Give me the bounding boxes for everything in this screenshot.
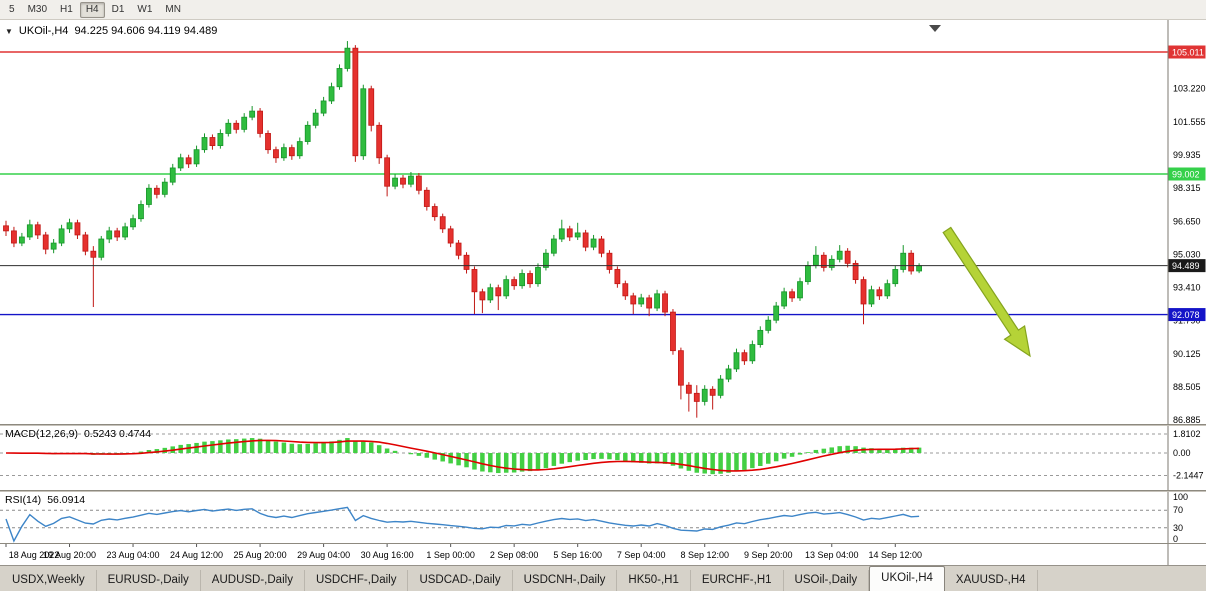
svg-text:101.555: 101.555 [1173,117,1206,127]
chart-tab-usoil-daily[interactable]: USOil-,Daily [784,570,870,591]
macd-label: MACD(12,26,9) 0.5243 0.4744 [5,428,151,440]
chart-tab-eurusd-daily[interactable]: EURUSD-,Daily [97,570,201,591]
chart-shift-marker-icon[interactable] [929,25,941,32]
svg-text:30 Aug 16:00: 30 Aug 16:00 [361,550,414,560]
macd-signal-line [5,439,920,472]
chart-tab-ukoil-h4[interactable]: UKOil-,H4 [869,566,945,591]
chart-symbol-period: UKOil-,H4 [18,25,69,37]
svg-text:86.885: 86.885 [1173,415,1201,424]
svg-text:94.489: 94.489 [1172,261,1200,271]
svg-text:2 Sep 08:00: 2 Sep 08:00 [490,550,539,560]
chart-tab-audusd-daily[interactable]: AUDUSD-,Daily [201,570,305,591]
rsi-canvas[interactable]: 100 70 300 [0,492,1206,543]
macd-histogram [11,438,922,475]
timeframe-button-h1[interactable]: H1 [60,3,73,15]
macd-indicator-values: 0.5243 0.4744 [83,428,152,440]
svg-text:23 Aug 04:00: 23 Aug 04:00 [107,550,160,560]
svg-text:9 Sep 20:00: 9 Sep 20:00 [744,550,793,560]
chart-tab-usdchf-daily[interactable]: USDCHF-,Daily [305,570,409,591]
svg-text:92.078: 92.078 [1172,310,1200,320]
svg-text:96.650: 96.650 [1173,217,1201,227]
panel-splitter[interactable] [0,424,1206,426]
svg-text:95.030: 95.030 [1173,250,1201,260]
chart-tab-usdx-weekly[interactable]: USDX,Weekly [1,570,97,591]
price-axis-ticks[interactable]: 103.220 101.555 99.935 98.315 96.650 95.030 93… [1173,83,1206,424]
chart-tab-bar: USDX,Weekly EURUSD-,Daily AUDUSD-,Daily USD… [0,565,1206,591]
timeframe-toolbar: 5 M30 H1 H4 D1 W1 MN [0,0,1206,20]
svg-text:0: 0 [1173,534,1178,543]
svg-text:30: 30 [1173,523,1183,533]
svg-text:99.935: 99.935 [1173,150,1201,160]
svg-text:93.410: 93.410 [1173,283,1201,293]
panel-splitter[interactable] [0,490,1206,492]
rsi-panel[interactable]: RSI(14) 56.0914 100 70 30 0 [0,492,1206,543]
svg-text:98.315: 98.315 [1173,183,1201,193]
svg-text:100: 100 [1173,492,1188,502]
svg-text:105.011: 105.011 [1172,48,1204,58]
chart-tab-usdcad-daily[interactable]: USDCAD-,Daily [408,570,513,591]
svg-text:14 Sep 12:00: 14 Sep 12:00 [868,550,922,560]
timeframe-button-d1[interactable]: D1 [111,3,125,15]
svg-text:19 Aug 20:00: 19 Aug 20:00 [43,550,96,560]
chart-tab-usdcnh-daily[interactable]: USDCNH-,Daily [513,570,618,591]
svg-text:7 Sep 04:00: 7 Sep 04:00 [617,550,666,560]
svg-text:-2.1447: -2.1447 [1173,471,1204,481]
macd-panel[interactable]: MACD(12,26,9) 0.5243 0.4744 1.8102 0.00 -2… [0,426,1206,490]
time-axis[interactable]: 18 Aug 2022 19 Aug 20:00 23 Aug 04:00 24 Au… [0,543,1206,565]
svg-text:70: 70 [1173,505,1183,515]
svg-text:5 Sep 16:00: 5 Sep 16:00 [553,550,602,560]
rsi-line [5,506,920,543]
svg-text:88.505: 88.505 [1173,382,1201,392]
down-trend-arrow-annotation[interactable] [942,226,1031,358]
svg-text:1 Sep 00:00: 1 Sep 00:00 [426,550,475,560]
candlesticks [3,41,922,418]
timeframe-button-5[interactable]: 5 [9,3,15,15]
svg-text:90.125: 90.125 [1173,349,1201,359]
chart-tab-eurchf-h1[interactable]: EURCHF-,H1 [691,570,784,591]
svg-text:29 Aug 04:00: 29 Aug 04:00 [297,550,350,560]
svg-text:99.002: 99.002 [1172,169,1200,179]
timeframe-button-m30[interactable]: M30 [27,3,48,15]
rsi-label: RSI(14) 56.0914 [5,494,85,506]
svg-text:25 Aug 20:00: 25 Aug 20:00 [234,550,287,560]
price-axis-badges: 105.011 99.002 92.078 94.489 [1168,45,1206,322]
svg-text:18 Aug 2022: 18 Aug 2022 [9,550,60,560]
chart-tab-hk50-h1[interactable]: HK50-,H1 [617,570,691,591]
macd-indicator-name: MACD(12,26,9) [5,428,78,440]
symbol-dropdown-icon[interactable]: ▼ [5,26,13,36]
main-chart-canvas[interactable]: 103.220 101.555 99.935 98.315 96.650 95.030 93… [0,20,1206,424]
rsi-indicator-value: 56.0914 [47,494,86,506]
chart-title: ▼ UKOil-,H4 94.225 94.606 94.119 94.489 [5,25,217,37]
svg-text:103.220: 103.220 [1173,83,1206,93]
main-chart-panel[interactable]: ▼ UKOil-,H4 94.225 94.606 94.119 94.489 … [0,20,1206,424]
timeframe-button-h4[interactable]: H4 [79,1,105,18]
svg-text:0.00: 0.00 [1173,448,1191,458]
horizontal-level-lines[interactable] [0,51,1168,316]
svg-text:24 Aug 12:00: 24 Aug 12:00 [170,550,223,560]
svg-text:13 Sep 04:00: 13 Sep 04:00 [805,550,859,560]
rsi-indicator-name: RSI(14) [5,494,42,506]
chart-tab-xauusd-h4[interactable]: XAUUSD-,H4 [945,570,1038,591]
macd-canvas[interactable]: 1.8102 0.00 -2.1447 [0,426,1206,490]
svg-text:8 Sep 12:00: 8 Sep 12:00 [680,550,729,560]
timeframe-button-w1[interactable]: W1 [137,3,153,15]
chart-ohlc-values: 94.225 94.606 94.119 94.489 [74,25,218,37]
timeframe-button-mn[interactable]: MN [165,3,181,15]
svg-text:1.8102: 1.8102 [1173,429,1201,439]
